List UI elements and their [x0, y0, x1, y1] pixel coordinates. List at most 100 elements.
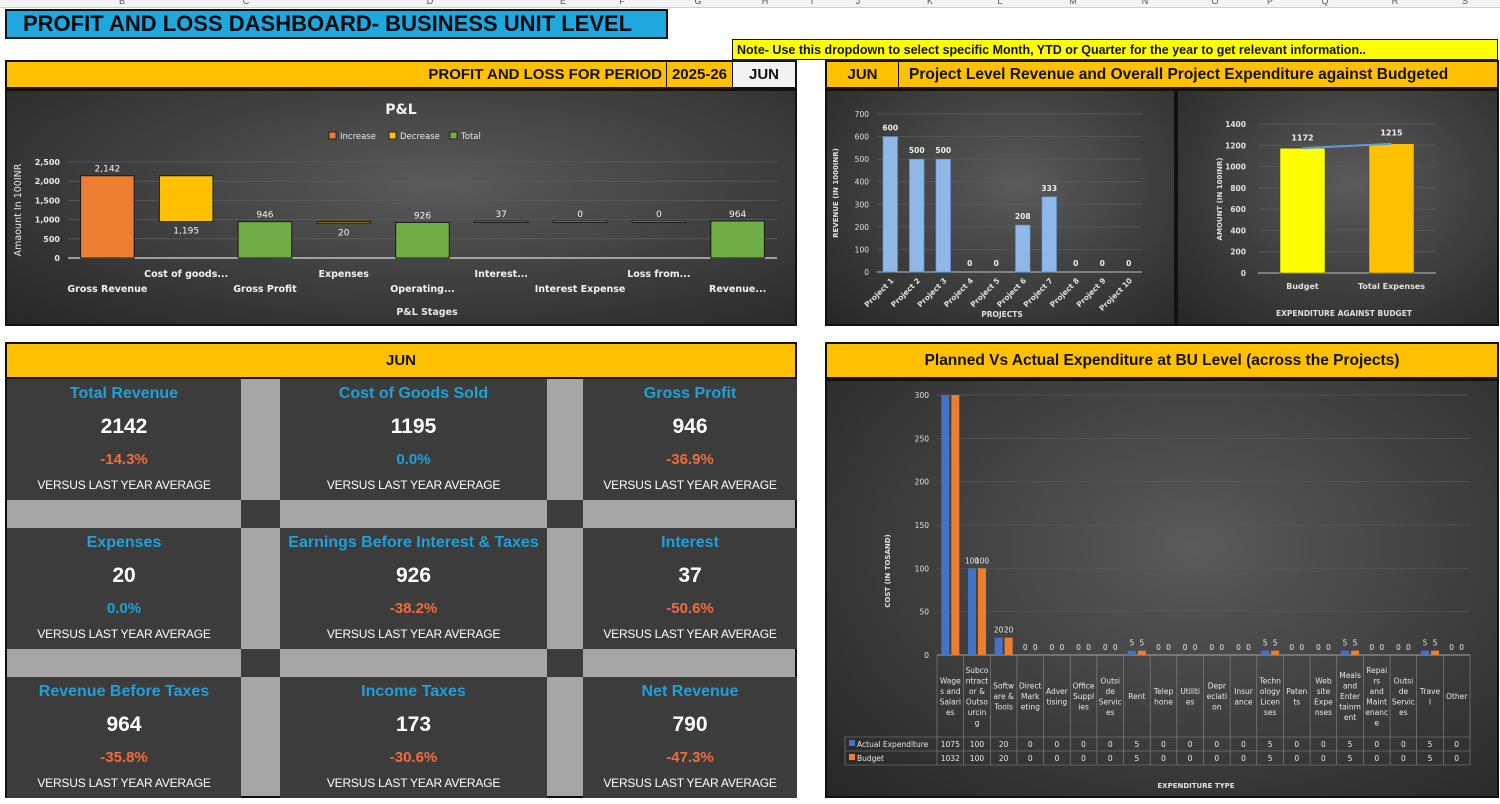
budget-vs-expense-chart[interactable]: 0 200 400 600 800 1000 1200 1400 AMOUNT (IN 100I… [1176, 89, 1499, 326]
x-category-label: Outso [966, 697, 989, 706]
column-header-l[interactable]: L [997, 0, 1003, 6]
x-category-label: es [1399, 708, 1408, 717]
kpi-title: Net Revenue [641, 683, 739, 700]
y-tick-label: 800 [1230, 184, 1246, 193]
x-category-label: Repai [1366, 666, 1387, 675]
planned-vs-actual-chart[interactable]: 0 50 100 150 200 250 300 COST (IN TOSAND) Actual… [825, 379, 1499, 798]
table-cell: 0 [1108, 754, 1113, 763]
data-label: 0 [1379, 643, 1384, 652]
column-header-f[interactable]: F [619, 0, 625, 6]
expenditure-section-header: Planned Vs Actual Expenditure at BU Leve… [825, 342, 1499, 379]
table-cell: 100 [970, 740, 985, 749]
x-category-label: tising [1047, 697, 1068, 706]
column-header-o[interactable]: O [1211, 0, 1219, 6]
kpi-title: Expenses [86, 534, 162, 551]
sheet-column-headers: B C D E F G H I J K L M N O P Q R S [0, 0, 1500, 8]
bar-decrease [158, 175, 214, 223]
data-label: 0 [1183, 643, 1188, 652]
x-category-label: on [1212, 703, 1222, 712]
bar-actual [1421, 650, 1430, 655]
bar-project [882, 136, 898, 273]
column-header-s[interactable]: S [1461, 0, 1469, 6]
x-category-label: Rent [1128, 692, 1145, 701]
column-header-m[interactable]: M [1069, 0, 1077, 6]
x-category-label: Revenue... [709, 284, 766, 295]
x-category-label: Outsi [1100, 676, 1120, 685]
x-category-label: Depr [1208, 682, 1227, 691]
x-category-label: eciati [1207, 692, 1227, 701]
column-header-g[interactable]: G [694, 0, 702, 6]
data-label: 0 [1103, 643, 1108, 652]
column-header-q[interactable]: Q [1321, 0, 1329, 6]
bar-budget [1431, 650, 1440, 655]
x-category-label: es [1106, 708, 1115, 717]
legend-swatch-increase [328, 131, 337, 140]
column-header-p[interactable]: P [1266, 0, 1274, 6]
x-category-label: Trave [1419, 687, 1441, 696]
bar-actual [1261, 650, 1270, 655]
fiscal-year-cell[interactable]: 2025-26 [667, 62, 733, 87]
bar-project [935, 158, 951, 273]
data-label: 1172 [1291, 133, 1313, 142]
table-cell: 0 [1108, 740, 1113, 749]
x-category-label: Insur [1234, 687, 1254, 696]
kpi-change-percent: -30.6% [389, 749, 438, 766]
project-revenue-chart[interactable]: 0 100 200 300 400 500 600 700 REVENUE (IN 1000IN… [825, 89, 1176, 326]
dashboard-title: PROFIT AND LOSS DASHBOARD- BUSINESS UNIT… [5, 9, 668, 39]
kpi-comparison-label: VERSUS LAST YEAR AVERAGE [37, 627, 211, 641]
column-header-b[interactable]: B [118, 0, 126, 6]
x-category-label: enanc [1365, 708, 1388, 717]
data-label: 1215 [1380, 129, 1403, 138]
x-category-label: Loss from... [627, 269, 690, 280]
grid-spacer [241, 649, 280, 677]
kpi-change-percent: 0.0% [106, 600, 142, 617]
column-header-j[interactable]: J [855, 0, 861, 6]
kpi-change-percent: -36.9% [666, 451, 714, 468]
data-label: 100 [975, 556, 990, 565]
y-axis-title: AMOUNT (IN 100INR) [1216, 158, 1224, 241]
kpi-value: 790 [672, 713, 708, 736]
column-header-i[interactable]: I [810, 0, 814, 6]
x-category-label: ies [1078, 703, 1089, 712]
table-cell: 20 [999, 740, 1009, 749]
bar-budget [977, 568, 986, 655]
column-header-d[interactable]: D [426, 0, 434, 6]
x-category-label: rs [1373, 676, 1380, 685]
x-category-label: e [1374, 718, 1379, 727]
data-label: 20 [338, 228, 350, 238]
period-dropdown[interactable]: JUN [733, 62, 795, 87]
column-header-c[interactable]: C [242, 0, 250, 6]
x-category-label: nses [1315, 708, 1332, 717]
column-header-h[interactable]: H [761, 0, 769, 6]
legend-label-total: Total [460, 132, 481, 142]
table-cell: 5 [1268, 754, 1273, 763]
legend-label-increase: Increase [340, 132, 376, 142]
y-tick-label: 50 [919, 608, 929, 617]
project-section-title: Project Level Revenue and Overall Projec… [909, 65, 1449, 83]
data-label: 0 [1050, 643, 1055, 652]
kpi-change-percent: -14.3% [100, 451, 148, 468]
kpi-value: 20 [112, 564, 136, 587]
data-label: 500 [909, 146, 925, 155]
column-header-e[interactable]: E [559, 0, 567, 6]
bar-decrease [631, 220, 687, 224]
kpi-card-gross-profit: Gross Profit 946 -36.9% VERSUS LAST YEAR… [583, 379, 797, 500]
x-category-label: Interest... [475, 269, 528, 280]
data-label: 0 [1193, 643, 1198, 652]
table-cell: 20 [999, 754, 1009, 763]
data-label: 0 [1073, 259, 1078, 268]
x-category-label: Softw [993, 682, 1014, 691]
table-cell: 0 [1401, 754, 1406, 763]
column-header-n[interactable]: N [1141, 0, 1149, 6]
column-header-k[interactable]: K [926, 0, 934, 6]
column-header-r[interactable]: R [1391, 0, 1399, 6]
pl-waterfall-chart[interactable]: P&L Increase Decrease Total 0 500 1,000 1,500 2,… [5, 89, 797, 326]
kpi-title: Total Revenue [69, 385, 179, 402]
data-label: 0 [967, 259, 972, 268]
y-tick-label: 100 [915, 564, 930, 573]
kpi-title: Gross Profit [643, 385, 737, 402]
table-cell: 0 [1454, 754, 1459, 763]
chart-title: P&L [385, 102, 416, 118]
kpi-title: Cost of Goods Sold [338, 385, 489, 402]
